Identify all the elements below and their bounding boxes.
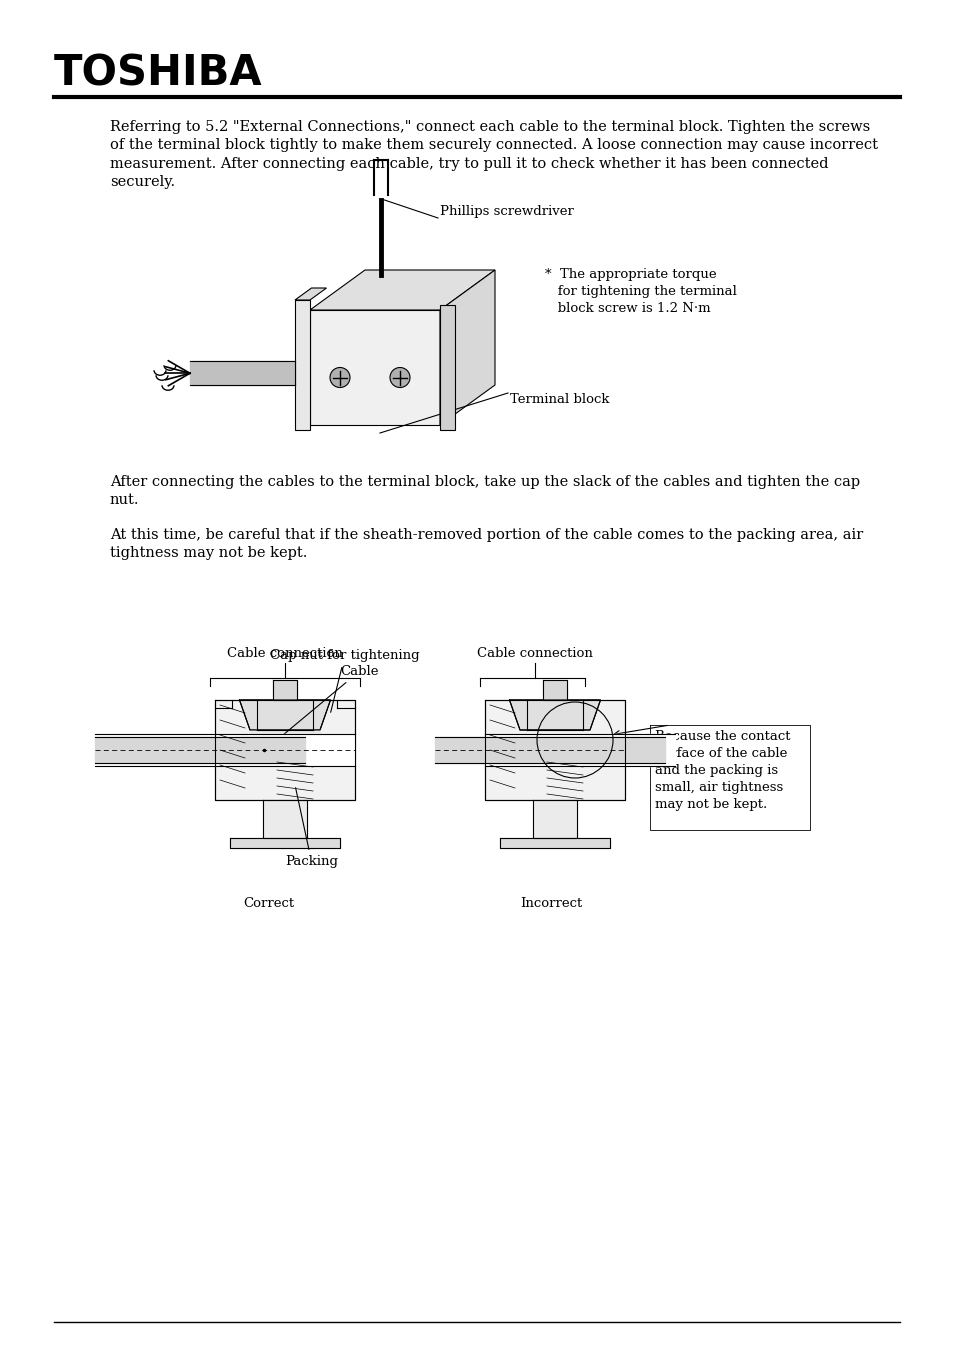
- Text: After connecting the cables to the terminal block, take up the slack of the cabl: After connecting the cables to the termi…: [110, 475, 860, 508]
- Text: Referring to 5.2 "External Connections," connect each cable to the terminal bloc: Referring to 5.2 "External Connections,"…: [110, 120, 877, 189]
- Polygon shape: [542, 680, 566, 701]
- Text: Cable connection: Cable connection: [227, 647, 342, 660]
- Polygon shape: [294, 288, 326, 300]
- Polygon shape: [95, 734, 355, 765]
- Polygon shape: [239, 701, 330, 730]
- Text: Terminal block: Terminal block: [510, 393, 609, 406]
- Polygon shape: [435, 737, 664, 763]
- Polygon shape: [310, 270, 495, 310]
- Text: Phillips screwdriver: Phillips screwdriver: [439, 205, 574, 217]
- Circle shape: [330, 367, 350, 387]
- Text: Cap nut for tightening: Cap nut for tightening: [270, 649, 419, 713]
- Text: Packing: Packing: [285, 787, 337, 868]
- Text: TOSHIBA: TOSHIBA: [54, 53, 262, 94]
- Polygon shape: [230, 838, 339, 848]
- Polygon shape: [484, 734, 675, 765]
- Text: At this time, be careful that if the sheath-removed portion of the cable comes t: At this time, be careful that if the she…: [110, 528, 862, 560]
- Polygon shape: [250, 730, 319, 740]
- Polygon shape: [190, 362, 294, 385]
- Polygon shape: [214, 701, 355, 801]
- Circle shape: [390, 367, 410, 387]
- Polygon shape: [95, 737, 305, 763]
- Polygon shape: [263, 801, 307, 838]
- Polygon shape: [294, 300, 310, 431]
- Text: Cable connection: Cable connection: [476, 647, 593, 660]
- Polygon shape: [484, 701, 624, 801]
- Polygon shape: [310, 310, 439, 425]
- Polygon shape: [439, 305, 455, 431]
- Polygon shape: [533, 801, 577, 838]
- Polygon shape: [273, 680, 296, 701]
- Polygon shape: [509, 701, 599, 730]
- Text: *  The appropriate torque
   for tightening the terminal
   block screw is 1.2 N: * The appropriate torque for tightening …: [544, 269, 736, 315]
- Text: Correct: Correct: [243, 896, 294, 910]
- Polygon shape: [499, 838, 609, 848]
- Text: Incorrect: Incorrect: [519, 896, 581, 910]
- Text: Because the contact
surface of the cable
and the packing is
small, air tightness: Because the contact surface of the cable…: [655, 730, 790, 811]
- Polygon shape: [439, 270, 495, 425]
- Text: Cable: Cable: [267, 666, 378, 748]
